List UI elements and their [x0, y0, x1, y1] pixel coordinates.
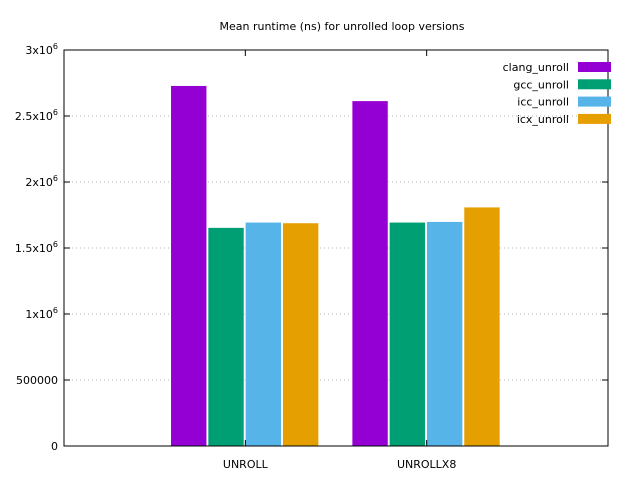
y-tick-label: 3x106	[25, 42, 58, 57]
legend: clang_unroll gcc_unroll icc_unroll icx_unro…	[503, 61, 611, 126]
bar-gcc_unroll-UNROLL	[207, 227, 245, 447]
legend-label: icc_unroll	[517, 96, 569, 109]
legend-swatch	[578, 113, 611, 124]
bar-icx_unroll-UNROLL	[282, 222, 319, 447]
x-tick-label: UNROLL	[223, 458, 269, 471]
legend-label: gcc_unroll	[513, 78, 569, 91]
x-tick-label: UNROLLX8	[397, 458, 456, 471]
y-tick-label: 1x106	[25, 306, 58, 321]
y-tick-label: 2x106	[25, 174, 58, 189]
legend-label: clang_unroll	[503, 61, 569, 74]
bar-icx_unroll-UNROLLX8	[463, 206, 501, 447]
y-tick-label: 2.5x106	[15, 108, 58, 123]
y-tick-label: 1.5x106	[15, 240, 58, 255]
x-axis-ticks: UNROLL UNROLLX8	[223, 50, 456, 471]
legend-swatch	[578, 62, 611, 72]
bar-clang_unroll-UNROLLX8	[351, 100, 389, 447]
y-tick-label: 500000	[16, 374, 58, 387]
bar-gcc_unroll-UNROLLX8	[389, 221, 426, 447]
legend-swatch	[578, 79, 611, 90]
gridlines	[64, 115, 608, 381]
legend-swatch	[578, 96, 611, 107]
bar-icc_unroll-UNROLLX8	[426, 221, 463, 447]
chart-title: Mean runtime (ns) for unrolled loop vers…	[219, 20, 464, 33]
bar-icc_unroll-UNROLL	[245, 221, 282, 447]
legend-label: icx_unroll	[517, 113, 569, 126]
bar-clang_unroll-UNROLL	[170, 85, 208, 447]
y-tick-label: 0	[51, 440, 58, 453]
bars	[170, 85, 501, 447]
